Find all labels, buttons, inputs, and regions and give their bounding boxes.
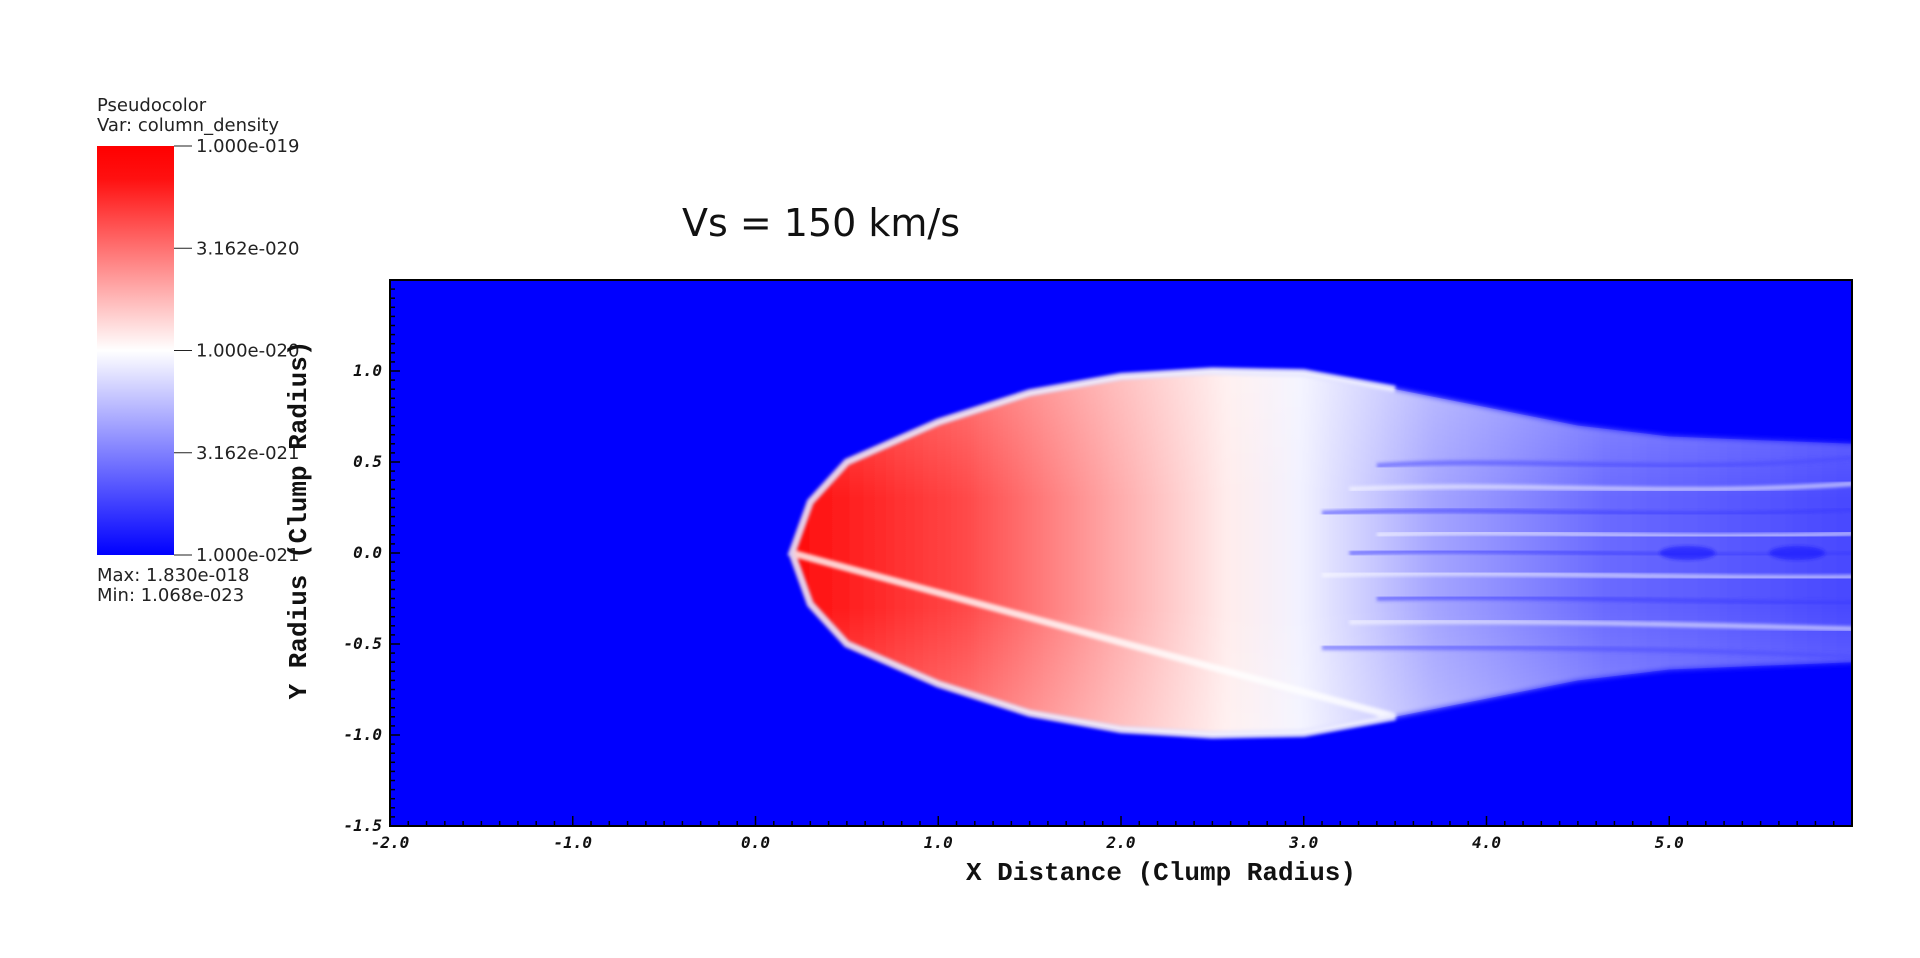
x-axis: -2.0 -1.0 0.0 1.0 2.0 3.0 4.0 5.0	[371, 816, 1853, 852]
density-shading	[792, 371, 1852, 735]
colorbar-tick-label: 1.000e-020	[196, 341, 299, 362]
x-axis-title: X Distance (Clump Radius)	[966, 858, 1356, 888]
plot-title: Vs = 150 km/s	[682, 201, 960, 245]
y-tick-label: 0.0	[353, 543, 382, 562]
legend-min: Min: 1.068e-023	[97, 585, 244, 606]
x-tick-label: 0.0	[741, 833, 770, 852]
x-tick-label: -2.0	[371, 833, 410, 852]
colorbar-tick-label: 1.000e-021	[196, 545, 299, 566]
colorbar	[97, 146, 174, 555]
x-tick-label: -1.0	[553, 833, 592, 852]
x-tick-label: 2.0	[1106, 833, 1136, 852]
x-tick-label: 5.0	[1655, 833, 1684, 852]
y-axis-title: Y Radius (Clump Radius)	[284, 341, 314, 700]
y-tick-label: -1.5	[343, 816, 382, 835]
colorbar-tick-label: 1.000e-019	[196, 136, 299, 157]
y-tick-label: 0.5	[353, 452, 382, 471]
x-tick-label: 3.0	[1288, 833, 1318, 852]
colorbar-tick-label: 3.162e-020	[196, 238, 299, 259]
y-tick-label: -1.0	[343, 725, 382, 744]
y-axis: -1.5 -1.0 -0.5 0.0 0.5 1.0	[343, 279, 400, 835]
plot-area: -2.0 -1.0 0.0 1.0 2.0 3.0 4.0 5.0 -1.5 -1.0 -0.5 0…	[343, 279, 1853, 852]
y-tick-label: 1.0	[353, 361, 382, 380]
x-tick-label: 4.0	[1472, 833, 1501, 852]
legend-variable: Var: column_density	[97, 115, 279, 136]
legend: Pseudocolor Var: column_density 1.000e-0…	[97, 95, 299, 606]
colorbar-ticks: 1.000e-019 3.162e-020 1.000e-020 3.162e-021…	[174, 136, 299, 566]
legend-plot-type: Pseudocolor	[97, 95, 207, 116]
x-tick-label: 1.0	[924, 833, 953, 852]
legend-max: Max: 1.830e-018	[97, 565, 249, 586]
colorbar-tick-label: 3.162e-021	[196, 443, 299, 464]
y-tick-label: -0.5	[343, 634, 382, 653]
